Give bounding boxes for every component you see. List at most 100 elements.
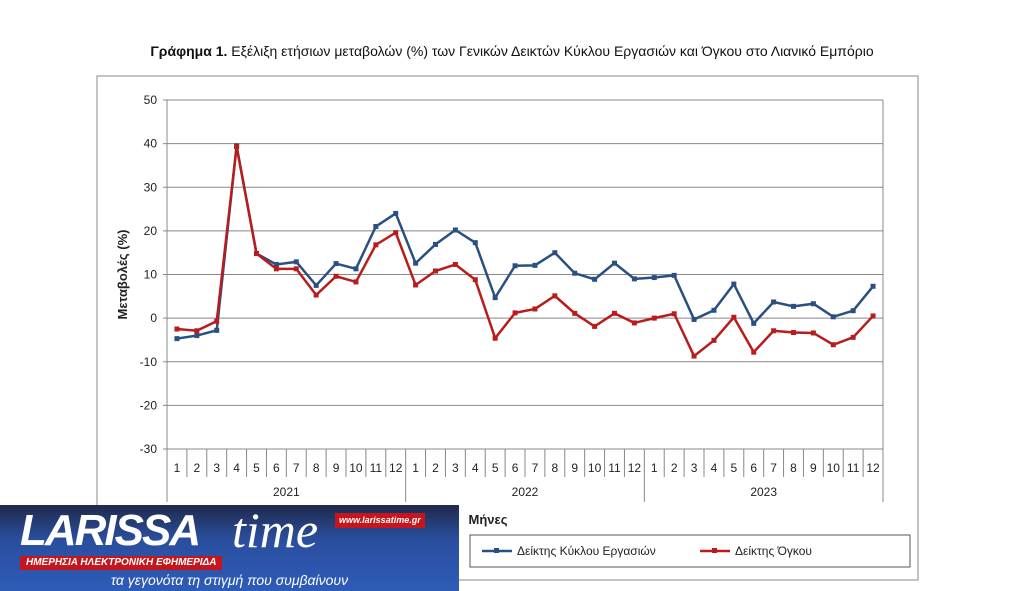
data-point <box>492 295 498 301</box>
y-tick-label: 50 <box>144 93 158 107</box>
x-tick-label: 6 <box>750 461 757 475</box>
y-tick-label: 30 <box>144 180 158 194</box>
x-tick-label: 11 <box>608 461 621 475</box>
data-point <box>810 330 816 336</box>
data-point <box>492 335 498 341</box>
larissatime-logo: LARISSA time www.larissatime.gr ΗΜΕΡΗΣΙΑ… <box>0 505 459 591</box>
x-tick-label: 10 <box>349 461 363 475</box>
legend-marker <box>494 548 499 553</box>
x-tick-label: 2 <box>193 461 200 475</box>
x-tick-label: 8 <box>790 461 797 475</box>
x-tick-label: 9 <box>571 461 578 475</box>
x-tick-label: 11 <box>370 461 383 475</box>
x-tick-label: 12 <box>628 461 642 475</box>
data-point <box>830 342 836 348</box>
data-point <box>731 314 737 320</box>
data-point <box>234 144 240 150</box>
data-point <box>194 328 200 334</box>
y-tick-label: -10 <box>140 355 158 369</box>
year-label: 2021 <box>273 485 300 499</box>
data-point <box>691 316 697 322</box>
data-point <box>214 318 220 324</box>
x-tick-label: 1 <box>174 461 181 475</box>
year-label: 2023 <box>750 485 777 499</box>
data-point <box>612 260 617 266</box>
data-point <box>413 282 419 288</box>
x-tick-label: 8 <box>313 461 320 475</box>
legend-label: Δείκτης Όγκου <box>735 544 812 558</box>
x-tick-label: 7 <box>770 461 777 475</box>
data-point <box>273 266 279 272</box>
data-point <box>254 251 259 257</box>
x-tick-label: 9 <box>333 461 340 475</box>
data-point <box>552 293 558 299</box>
title-prefix: Γράφημα 1. <box>150 43 228 59</box>
data-point <box>572 270 578 276</box>
data-point <box>731 281 737 287</box>
chart-title: Γράφημα 1. Εξέλιξη ετήσιων μεταβολών (%)… <box>0 43 1024 59</box>
data-point <box>373 224 379 230</box>
x-tick-label: 8 <box>551 461 558 475</box>
data-point <box>512 263 518 269</box>
data-point <box>651 275 657 281</box>
data-point <box>592 323 598 329</box>
data-point <box>850 308 856 314</box>
data-point <box>751 320 757 326</box>
data-point <box>791 303 796 309</box>
data-point <box>532 306 538 312</box>
data-point <box>393 210 399 216</box>
y-tick-label: 10 <box>144 268 158 282</box>
data-point <box>711 337 717 343</box>
data-point <box>850 334 856 340</box>
legend-box <box>469 534 911 568</box>
x-tick-label: 3 <box>213 461 220 475</box>
data-point <box>452 227 458 233</box>
logo-tagline: τα γεγονότα τη στιγμή που συμβαίνουν <box>110 572 349 588</box>
x-tick-label: 10 <box>588 461 602 475</box>
data-point <box>651 315 657 321</box>
x-tick-label: 2 <box>671 461 678 475</box>
x-tick-label: 10 <box>827 461 841 475</box>
data-point <box>472 277 478 283</box>
data-point <box>532 262 538 268</box>
data-point <box>452 261 458 267</box>
data-point <box>631 276 637 282</box>
x-axis-label: Μήνες <box>469 512 508 527</box>
data-point <box>512 310 518 316</box>
x-tick-label: 3 <box>452 461 459 475</box>
logo-subtitle: ΗΜΕΡΗΣΙΑ ΗΛΕΚΤΡΟΝΙΚΗ ΕΦΗΜΕΡΙΔΑ <box>20 556 223 570</box>
x-tick-label: 4 <box>711 461 718 475</box>
x-tick-label: 3 <box>691 461 698 475</box>
data-point <box>631 320 637 326</box>
title-text: Εξέλιξη ετήσιων μεταβολών (%) των Γενικώ… <box>231 43 874 59</box>
logo-brand: LARISSA <box>20 506 201 555</box>
data-point <box>413 260 419 266</box>
data-point <box>691 353 697 359</box>
x-tick-label: 1 <box>651 461 658 475</box>
data-point <box>333 261 339 267</box>
data-point <box>433 268 438 274</box>
x-tick-label: 5 <box>253 461 260 475</box>
data-point <box>711 307 717 313</box>
data-point <box>771 299 777 305</box>
data-point <box>174 326 180 332</box>
y-tick-label: -30 <box>140 442 158 456</box>
data-point <box>572 310 578 316</box>
data-point <box>592 276 598 282</box>
data-point <box>552 250 558 256</box>
x-tick-label: 6 <box>273 461 280 475</box>
data-point <box>214 327 220 333</box>
series-line-1 <box>176 146 874 359</box>
year-label: 2022 <box>512 485 539 499</box>
chart-frame <box>96 75 919 581</box>
data-point <box>870 313 876 319</box>
data-point <box>830 314 836 320</box>
x-tick-label: 7 <box>293 461 300 475</box>
x-tick-label: 12 <box>389 461 403 475</box>
data-point <box>393 230 399 236</box>
data-point <box>313 292 319 298</box>
series-line-0 <box>176 145 875 340</box>
x-tick-label: 9 <box>810 461 817 475</box>
data-point <box>870 283 876 289</box>
